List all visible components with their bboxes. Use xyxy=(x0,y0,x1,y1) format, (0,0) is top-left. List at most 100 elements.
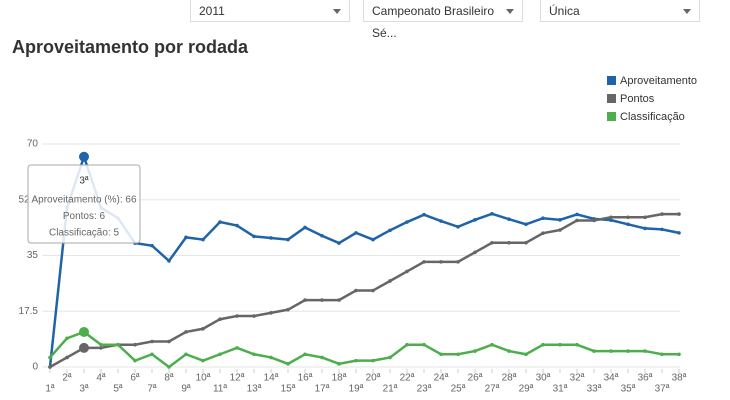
point xyxy=(456,225,460,229)
x-tick-label: 19ª xyxy=(349,384,364,395)
x-tick-label: 10ª xyxy=(196,373,211,384)
point xyxy=(269,355,273,360)
point xyxy=(371,358,375,363)
point xyxy=(609,218,613,222)
point xyxy=(79,342,89,353)
phase-select[interactable]: Única xyxy=(540,0,700,22)
point xyxy=(643,215,647,220)
x-tick-label: 35ª xyxy=(621,384,636,395)
point xyxy=(405,220,409,224)
year-select[interactable]: 2011 xyxy=(190,0,350,22)
point xyxy=(558,342,562,347)
point xyxy=(422,260,426,264)
legend-swatch xyxy=(607,112,616,121)
tooltip-box xyxy=(27,164,141,244)
point xyxy=(405,269,409,274)
x-tick-label: 23ª xyxy=(417,384,432,395)
x-tick-label: 25ª xyxy=(451,384,466,395)
point xyxy=(541,231,545,235)
x-tick-label: 4ª xyxy=(96,373,106,384)
point xyxy=(473,349,477,353)
point xyxy=(422,212,426,217)
point xyxy=(252,234,256,239)
point xyxy=(201,358,205,363)
point xyxy=(133,342,137,347)
x-tick-label: 31ª xyxy=(553,384,568,395)
series-line xyxy=(48,152,680,368)
point xyxy=(354,288,358,293)
point xyxy=(99,342,103,347)
x-tick-label: 18ª xyxy=(332,373,347,384)
point xyxy=(286,362,290,366)
legend-label: Aproveitamento xyxy=(620,75,697,87)
point xyxy=(677,231,681,235)
point xyxy=(660,352,664,357)
x-tick-label: 8ª xyxy=(164,373,174,384)
point xyxy=(371,288,375,293)
x-tick-label: 22ª xyxy=(400,373,415,384)
point xyxy=(99,346,103,350)
point xyxy=(337,362,341,366)
point xyxy=(252,314,256,318)
x-tick-label: 13ª xyxy=(247,384,262,395)
x-tick-label: 21ª xyxy=(383,384,398,395)
y-tick-label: 0 xyxy=(32,362,38,373)
point xyxy=(269,236,273,240)
point xyxy=(320,355,324,360)
x-tick-label: 2ª xyxy=(62,373,72,384)
point xyxy=(235,314,239,318)
point xyxy=(541,342,545,347)
point xyxy=(286,307,290,312)
point xyxy=(439,219,443,223)
point xyxy=(643,226,647,231)
point xyxy=(609,215,613,220)
competition-select[interactable]: Campeonato Brasileiro Sé... xyxy=(363,0,523,40)
point xyxy=(507,349,511,353)
point xyxy=(456,260,460,264)
point xyxy=(507,217,511,221)
point xyxy=(167,259,171,263)
point xyxy=(235,223,239,228)
x-tick-label: 7ª xyxy=(147,384,157,395)
point xyxy=(439,260,443,264)
point xyxy=(371,237,375,242)
x-tick-label: 20ª xyxy=(366,373,381,384)
point xyxy=(575,212,579,217)
point xyxy=(218,352,222,357)
point xyxy=(626,222,630,227)
point xyxy=(592,349,596,353)
x-tick-label: 9ª xyxy=(181,384,191,395)
point xyxy=(473,250,477,255)
point xyxy=(388,228,392,233)
point xyxy=(320,233,324,238)
point xyxy=(490,240,494,245)
x-tick-label: 14ª xyxy=(264,373,279,384)
x-tick-label: 37ª xyxy=(655,384,670,395)
x-tick-label: 33ª xyxy=(587,384,602,395)
point xyxy=(269,311,273,315)
legend-swatch xyxy=(607,94,616,103)
point xyxy=(575,342,579,347)
point xyxy=(201,326,205,331)
x-tick-label: 24ª xyxy=(434,373,449,384)
point xyxy=(524,222,528,227)
point xyxy=(558,218,562,222)
x-tick-label: 32ª xyxy=(570,373,585,384)
x-tick-label: 1ª xyxy=(45,384,55,395)
tooltip-line: Classificação: 5 xyxy=(49,228,119,239)
point xyxy=(167,365,171,369)
point xyxy=(337,241,341,245)
x-tick-label: 38ª xyxy=(672,373,687,384)
x-tick-label: 28ª xyxy=(502,373,517,384)
point xyxy=(558,228,562,232)
x-tick-label: 3ª xyxy=(79,384,89,395)
point xyxy=(660,212,664,216)
y-tick-label: 35 xyxy=(27,250,39,261)
point xyxy=(184,352,188,357)
x-tick-label: 30ª xyxy=(536,373,551,384)
tooltip-line: Pontos: 6 xyxy=(63,211,106,222)
y-tick-label: 17.5 xyxy=(19,306,39,317)
point xyxy=(643,349,647,353)
